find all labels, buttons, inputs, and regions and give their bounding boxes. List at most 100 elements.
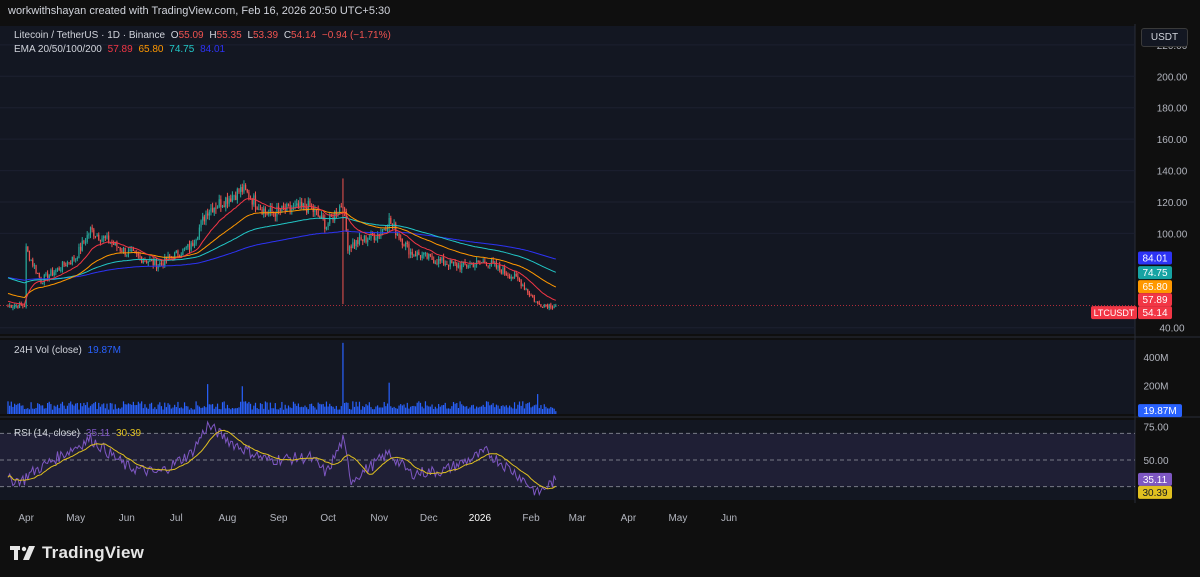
volume-bar [55,406,57,414]
volume-bar [312,406,314,414]
candle-body [226,197,229,204]
volume-bar [75,403,77,414]
volume-bar [433,408,435,414]
volume-bar [18,403,21,414]
candle-body [469,264,471,267]
rsi-axis-tag [1138,472,1172,486]
volume-bar [269,402,271,414]
volume-bar [490,404,493,414]
volume-bar [226,404,229,414]
candle-body [309,200,311,207]
volume-bar [152,408,154,414]
candle-body [476,260,478,265]
volume-bar [220,409,222,414]
volume-bar [89,405,92,414]
tradingview-brand[interactable]: TradingView [10,542,144,564]
candle-body [405,242,407,247]
candle-body [51,270,54,276]
candle-body [124,247,126,255]
currency-unit-button[interactable]: USDT [1141,28,1188,47]
volume-bar [405,407,407,414]
candle-body [159,263,161,267]
candle-body [499,265,501,270]
volume-value: 19.87M [87,345,121,356]
volume-bar [241,386,243,414]
candle-body [121,250,123,252]
price-axis-tag-text: 57.89 [1142,295,1167,306]
candle-body [477,260,479,262]
volume-bar [540,405,542,414]
volume-bar [505,405,507,414]
candle-body [334,211,336,221]
candle-body [419,254,422,258]
volume-bar [479,406,481,414]
candle-body [548,304,550,308]
price-tick-label: 40.00 [1159,324,1184,335]
ema-200-line [7,230,556,281]
volume-bar [116,408,118,414]
volume-bar [532,406,534,414]
volume-bar [60,403,62,414]
volume-bar [477,407,479,414]
candle-body [416,252,418,257]
volume-bar [319,403,321,414]
volume-bar [330,406,332,414]
candle-body [15,305,17,307]
candle-body [205,213,207,222]
volume-bar [208,404,210,414]
candle-body [319,216,321,219]
candle-body [291,209,293,211]
volume-bar [200,407,202,414]
volume-bar [284,404,286,414]
price-tick-label: 100.00 [1157,229,1188,240]
volume-bar [332,406,334,414]
time-axis-label: Mar [569,513,587,524]
volume-bar [212,404,214,414]
candle-body [188,244,191,250]
volume-bar [202,407,204,414]
volume-bar [292,401,295,414]
candle-body [134,250,136,253]
candle-body [268,212,270,215]
volume-bar [504,406,506,414]
volume-bar [111,403,113,414]
candle-body [532,295,534,298]
candle-body [355,240,357,247]
rsi-line [7,420,557,497]
volume-bar [240,401,242,414]
candle-body [434,262,436,264]
candle-body [89,227,92,235]
volume-bar [98,402,100,414]
volume-bar [518,401,521,414]
volume-bar [266,402,268,414]
candle-body [42,282,44,284]
candle-body [329,215,331,224]
price-tick-label: 200.00 [1157,72,1188,83]
volume-bar [302,407,304,414]
volume-bar [50,404,52,414]
candle-body [513,273,516,279]
candle-body [528,292,530,296]
candle-body [464,261,466,265]
candle-body [505,273,507,276]
volume-bar [233,408,235,414]
candle-body [84,241,87,243]
volume-bar [494,407,496,414]
candle-body [96,234,98,237]
candle-body [553,306,555,308]
candle-body [487,265,489,267]
candle-body [365,235,367,243]
candle-body [530,295,532,297]
volume-bar [106,403,108,414]
volume-bar [132,401,134,414]
volume-bar [360,409,362,414]
candle-body [198,227,200,237]
candle-body [190,242,192,250]
volume-bar [253,405,255,414]
volume-bar [187,406,189,414]
volume-bar [482,404,484,414]
candle-body [490,260,493,265]
candle-body [395,223,397,235]
volume-bar [38,404,40,414]
chart-canvas[interactable]: 220.00200.00180.00160.00140.00120.00100.… [0,24,1200,534]
